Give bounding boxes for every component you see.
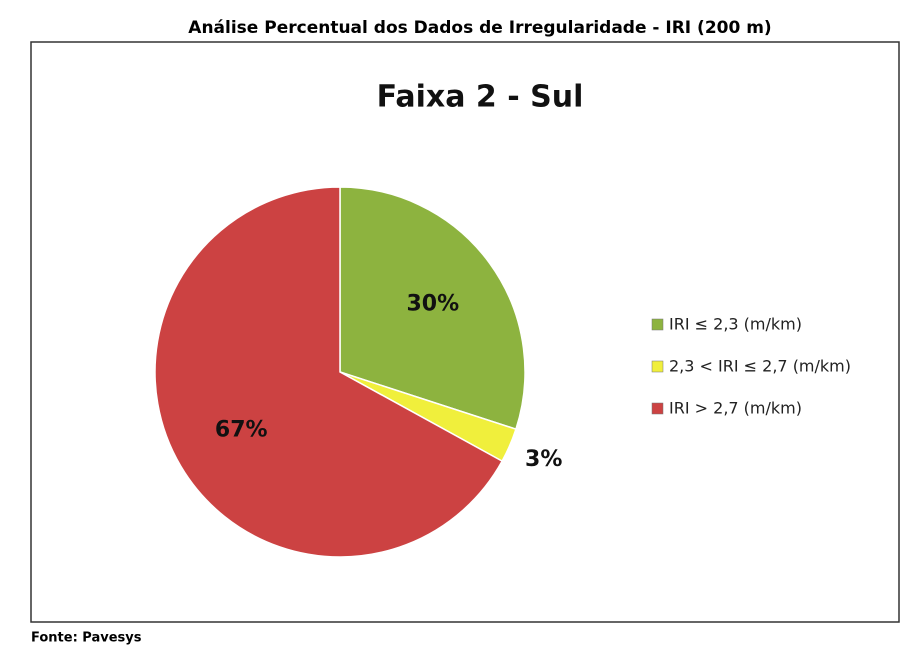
legend-label: IRI > 2,7 (m/km) [669, 399, 802, 418]
pie-slice [154, 186, 504, 558]
legend-label: IRI ≤ 2,3 (m/km) [669, 315, 802, 334]
data-label: 3% [525, 447, 562, 472]
legend-swatch [651, 402, 664, 415]
pie-slice [339, 186, 526, 431]
legend-label: 2,3 < IRI ≤ 2,7 (m/km) [669, 357, 851, 376]
data-label: 67% [215, 417, 268, 442]
source-note: Fonte: Pavesys [31, 631, 142, 646]
data-label: 30% [406, 292, 459, 317]
legend-swatch [651, 318, 664, 331]
chart-title: Faixa 2 - Sul [377, 80, 584, 115]
legend-swatch [651, 360, 664, 373]
page-header: Análise Percentual dos Dados de Irregula… [188, 18, 771, 38]
